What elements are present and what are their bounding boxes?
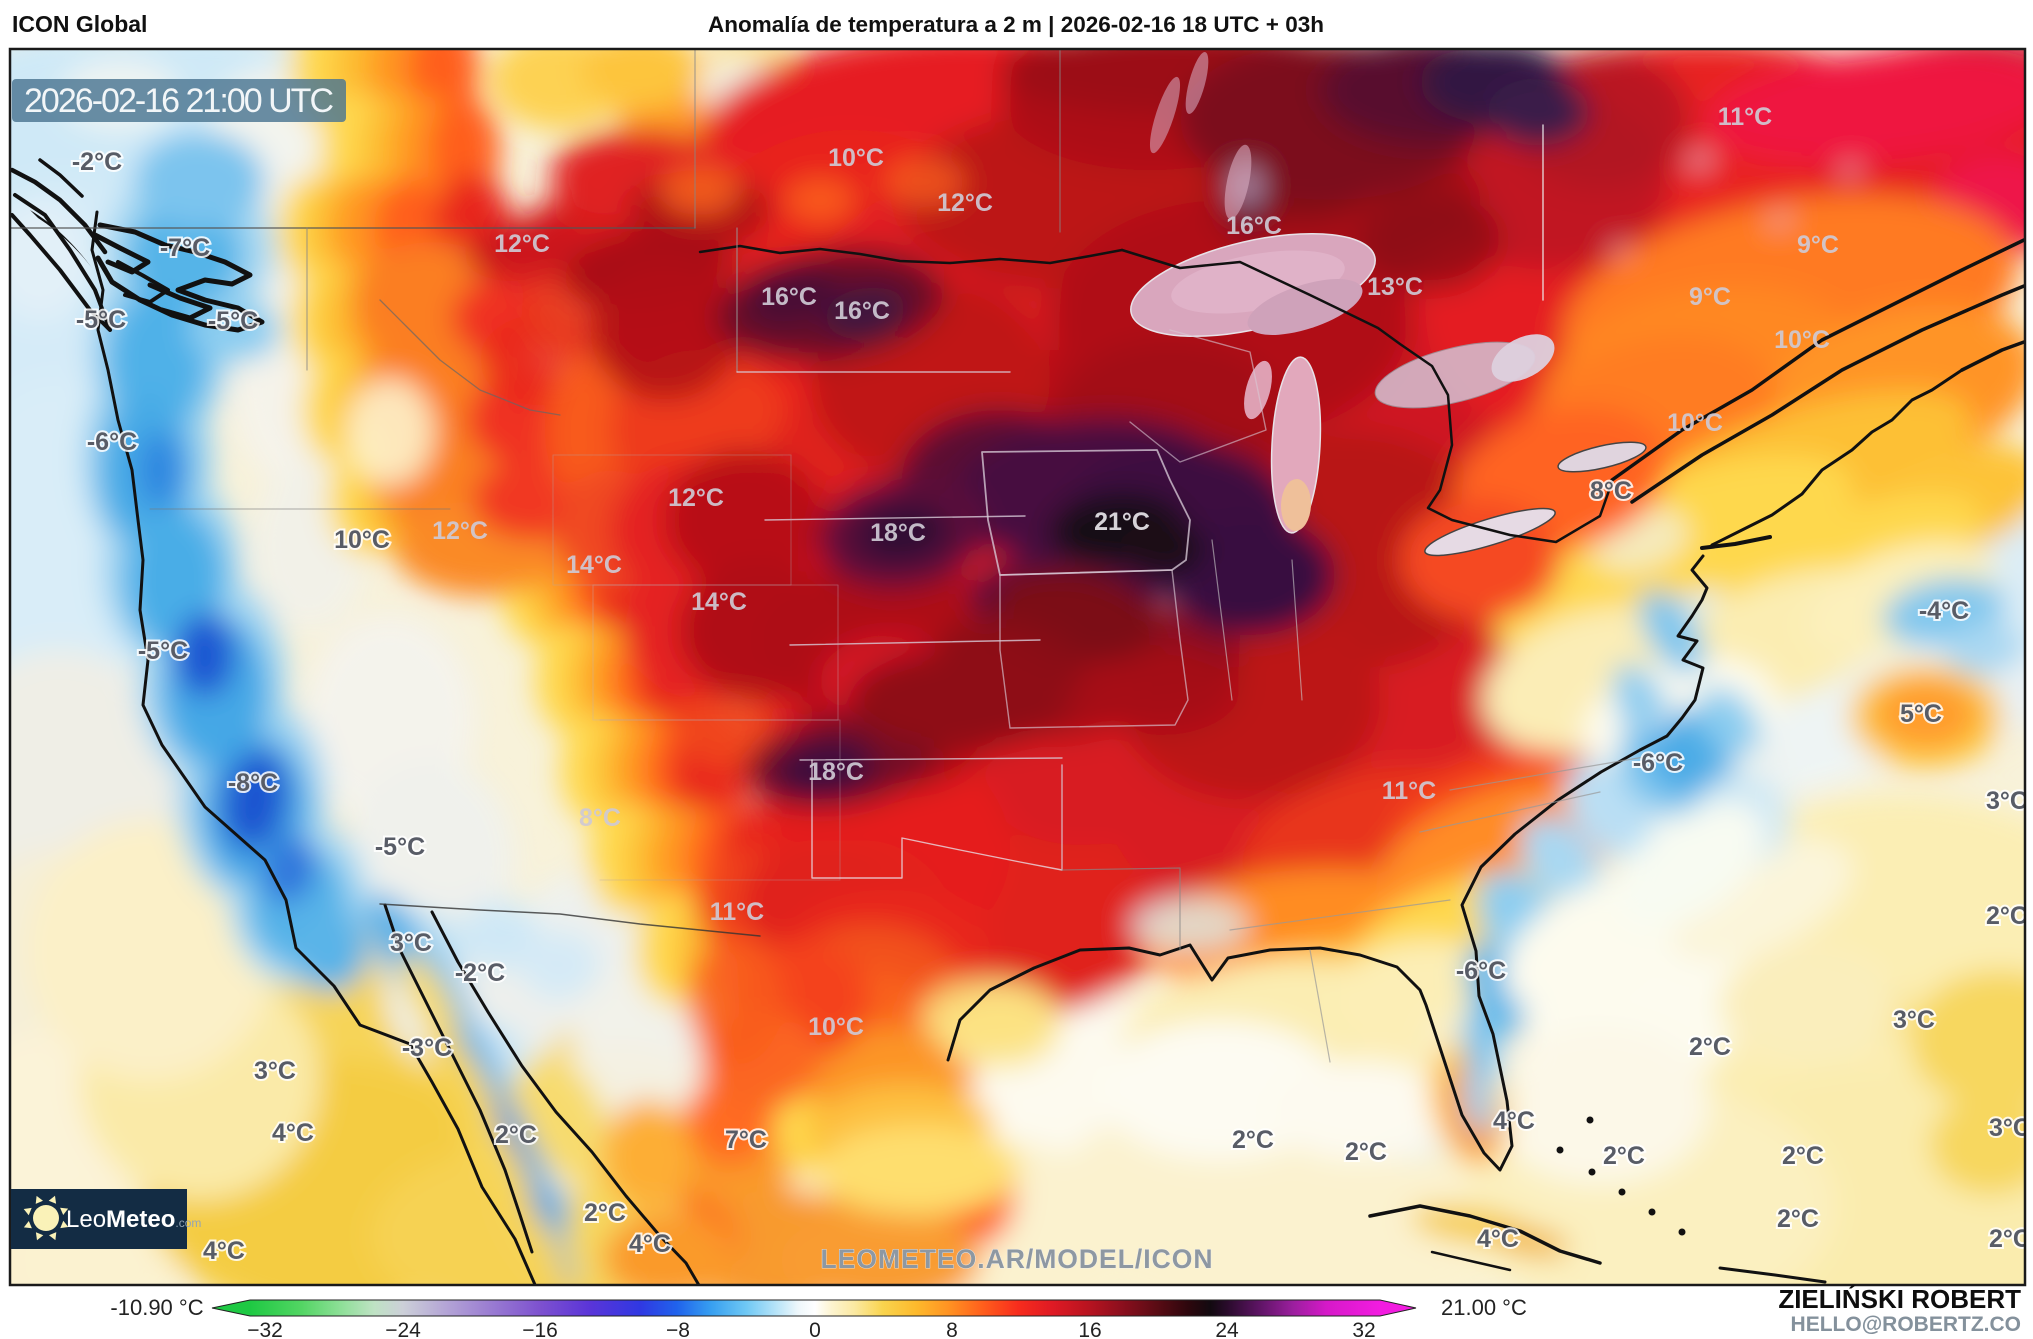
svg-text:ICON Global: ICON Global	[12, 11, 147, 37]
svg-text:2°C: 2°C	[1777, 1205, 1819, 1233]
svg-text:4°C: 4°C	[629, 1230, 671, 1258]
svg-text:2026-02-16 21:00 UTC: 2026-02-16 21:00 UTC	[24, 82, 334, 120]
svg-text:16°C: 16°C	[834, 297, 890, 325]
svg-text:-4°C: -4°C	[1919, 597, 1969, 625]
svg-text:2°C: 2°C	[1989, 1225, 2031, 1253]
svg-text:12°C: 12°C	[432, 517, 488, 545]
svg-text:-3°C: -3°C	[402, 1034, 452, 1062]
svg-text:11°C: 11°C	[710, 898, 764, 926]
svg-text:-7°C: -7°C	[160, 234, 210, 262]
svg-text:18°C: 18°C	[870, 519, 926, 547]
svg-text:4°C: 4°C	[1493, 1107, 1535, 1135]
svg-text:14°C: 14°C	[566, 551, 622, 579]
svg-text:2°C: 2°C	[1782, 1142, 1824, 1170]
svg-text:10°C: 10°C	[1667, 409, 1723, 437]
svg-text:3°C: 3°C	[1893, 1006, 1935, 1034]
svg-text:16°C: 16°C	[1226, 212, 1282, 240]
svg-text:21°C: 21°C	[1094, 508, 1150, 536]
svg-text:32: 32	[1352, 1319, 1375, 1339]
svg-text:8°C: 8°C	[579, 804, 621, 832]
svg-text:5°C: 5°C	[1900, 700, 1942, 728]
svg-text:3°C: 3°C	[1989, 1114, 2031, 1142]
svg-text:11°C: 11°C	[1718, 103, 1772, 131]
svg-text:-5°C: -5°C	[76, 306, 126, 334]
svg-text:7°C: 7°C	[725, 1126, 767, 1154]
svg-text:HELLO@ROBERTZ.CO: HELLO@ROBERTZ.CO	[1791, 1313, 2021, 1336]
svg-text:2°C: 2°C	[1986, 902, 2028, 930]
svg-text:16: 16	[1078, 1319, 1101, 1339]
svg-text:4°C: 4°C	[1477, 1225, 1519, 1253]
svg-text:-5°C: -5°C	[375, 833, 425, 861]
svg-text:0: 0	[809, 1319, 821, 1339]
svg-text:4°C: 4°C	[203, 1237, 245, 1265]
svg-text:Anomalía de temperatura a 2 m: Anomalía de temperatura a 2 m | 2026-02-…	[708, 12, 1324, 37]
svg-text:9°C: 9°C	[1689, 283, 1731, 311]
svg-text:−8: −8	[666, 1319, 690, 1339]
svg-text:13°C: 13°C	[1367, 273, 1423, 301]
svg-text:2°C: 2°C	[1689, 1033, 1731, 1061]
svg-text:−16: −16	[522, 1319, 558, 1339]
svg-text:8: 8	[946, 1319, 958, 1339]
svg-text:2°C: 2°C	[495, 1121, 537, 1149]
svg-text:21.00 °C: 21.00 °C	[1441, 1295, 1527, 1320]
svg-text:2°C: 2°C	[1603, 1142, 1645, 1170]
svg-text:2°C: 2°C	[1232, 1126, 1274, 1154]
svg-text:4°C: 4°C	[272, 1119, 314, 1147]
svg-text:3°C: 3°C	[254, 1057, 296, 1085]
svg-text:ZIELIŃSKI ROBERT: ZIELIŃSKI ROBERT	[1778, 1284, 2021, 1314]
svg-text:-6°C: -6°C	[1633, 749, 1683, 777]
svg-text:3°C: 3°C	[1986, 787, 2028, 815]
svg-text:−24: −24	[385, 1319, 421, 1339]
svg-text:12°C: 12°C	[494, 230, 550, 258]
svg-text:11°C: 11°C	[1382, 777, 1436, 805]
svg-text:14°C: 14°C	[691, 588, 747, 616]
svg-text:-6°C: -6°C	[1456, 957, 1506, 985]
svg-text:16°C: 16°C	[761, 283, 817, 311]
svg-text:3°C: 3°C	[390, 929, 432, 957]
svg-text:10°C: 10°C	[334, 526, 390, 554]
svg-text:8°C: 8°C	[1590, 477, 1632, 505]
svg-text:18°C: 18°C	[808, 758, 864, 786]
svg-text:12°C: 12°C	[937, 189, 993, 217]
svg-text:-10.90 °C: -10.90 °C	[110, 1295, 203, 1320]
svg-text:-2°C: -2°C	[455, 959, 505, 987]
svg-text:-5°C: -5°C	[138, 637, 188, 665]
svg-text:10°C: 10°C	[808, 1013, 864, 1041]
svg-text:9°C: 9°C	[1797, 231, 1839, 259]
svg-text:2°C: 2°C	[584, 1199, 626, 1227]
svg-text:2°C: 2°C	[1345, 1138, 1387, 1166]
svg-text:-8°C: -8°C	[228, 769, 278, 797]
svg-text:12°C: 12°C	[668, 484, 724, 512]
svg-text:-2°C: -2°C	[72, 148, 122, 176]
svg-text:10°C: 10°C	[1774, 326, 1830, 354]
svg-text:LEOMETEO.AR/MODEL/ICON: LEOMETEO.AR/MODEL/ICON	[821, 1244, 1214, 1274]
svg-text:24: 24	[1215, 1319, 1239, 1339]
svg-text:-5°C: -5°C	[208, 307, 258, 335]
svg-text:-6°C: -6°C	[87, 428, 137, 456]
svg-text:−32: −32	[247, 1319, 283, 1339]
svg-text:10°C: 10°C	[828, 144, 884, 172]
